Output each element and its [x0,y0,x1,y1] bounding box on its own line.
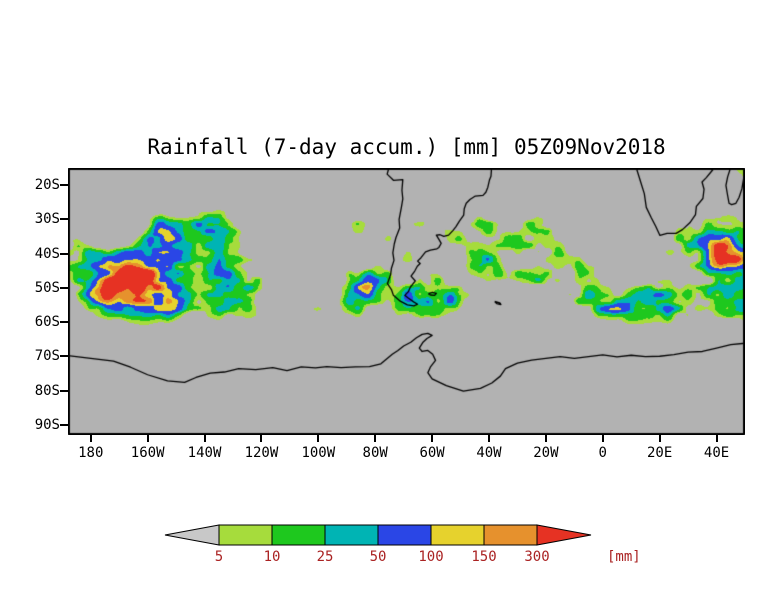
legend-level-label: 300 [524,549,549,565]
legend-level-label: 150 [471,549,496,565]
y-tick-label: 90S [34,416,60,433]
legend-bin [430,524,485,546]
legend-level-label: 5 [215,549,223,565]
y-tick-mark [60,321,68,324]
chart-title: Rainfall (7-day accum.) [mm] 05Z09Nov201… [147,135,666,159]
x-tick-mark [317,435,320,442]
color-legend: [mm] 5 10 25 50 100 150 300 [164,524,641,565]
y-tick-mark [60,218,68,221]
x-tick-label: 120W [244,445,279,461]
y-tick-mark [60,252,68,255]
y-tick-label: 70S [34,348,60,365]
rainfall-map-canvas [68,168,745,435]
legend-arrow-below [164,524,220,546]
legend-bin [271,524,326,546]
legend-level-label: 100 [418,549,443,565]
legend-bin [483,524,538,546]
legend-bin [324,524,379,546]
x-tick-label: 80W [362,445,388,461]
x-tick-label: 140W [187,445,222,461]
x-tick-mark [431,435,434,442]
x-tick-mark [487,435,490,442]
x-tick-label: 40E [703,445,730,461]
legend-level-label: 10 [264,549,281,565]
x-tick-label: 60W [419,445,445,461]
x-tick-mark [658,435,661,442]
y-tick-label: 80S [34,382,60,399]
y-tick-mark [60,184,68,187]
legend-level-label: 50 [370,549,387,565]
legend-bin [377,524,432,546]
x-tick-mark [203,435,206,442]
y-tick-label: 50S [34,279,60,296]
x-tick-mark [260,435,263,442]
y-tick-mark [60,423,68,426]
x-tick-label: 20E [647,445,673,461]
x-tick-label: 180 [78,445,104,461]
y-tick-mark [60,286,68,289]
x-tick-mark [374,435,377,442]
y-tick-mark [60,355,68,358]
x-tick-mark [544,435,547,442]
x-tick-mark [89,435,92,442]
legend-units-label: [mm] [607,549,641,565]
y-tick-label: 30S [34,211,60,228]
legend-level-label: 25 [317,549,334,565]
x-tick-mark [715,435,718,442]
x-tick-label: 20W [533,445,559,461]
y-tick-label: 20S [34,177,60,194]
x-tick-label: 160W [130,445,165,461]
y-tick-mark [60,389,68,392]
y-tick-label: 60S [34,314,60,331]
legend-arrow-above [536,524,592,546]
x-tick-mark [601,435,604,442]
x-tick-label: 100W [301,445,336,461]
legend-bin [218,524,273,546]
x-tick-mark [146,435,149,442]
x-tick-label: 40W [476,445,502,461]
y-tick-label: 40S [34,245,60,262]
x-tick-label: 0 [598,445,607,461]
